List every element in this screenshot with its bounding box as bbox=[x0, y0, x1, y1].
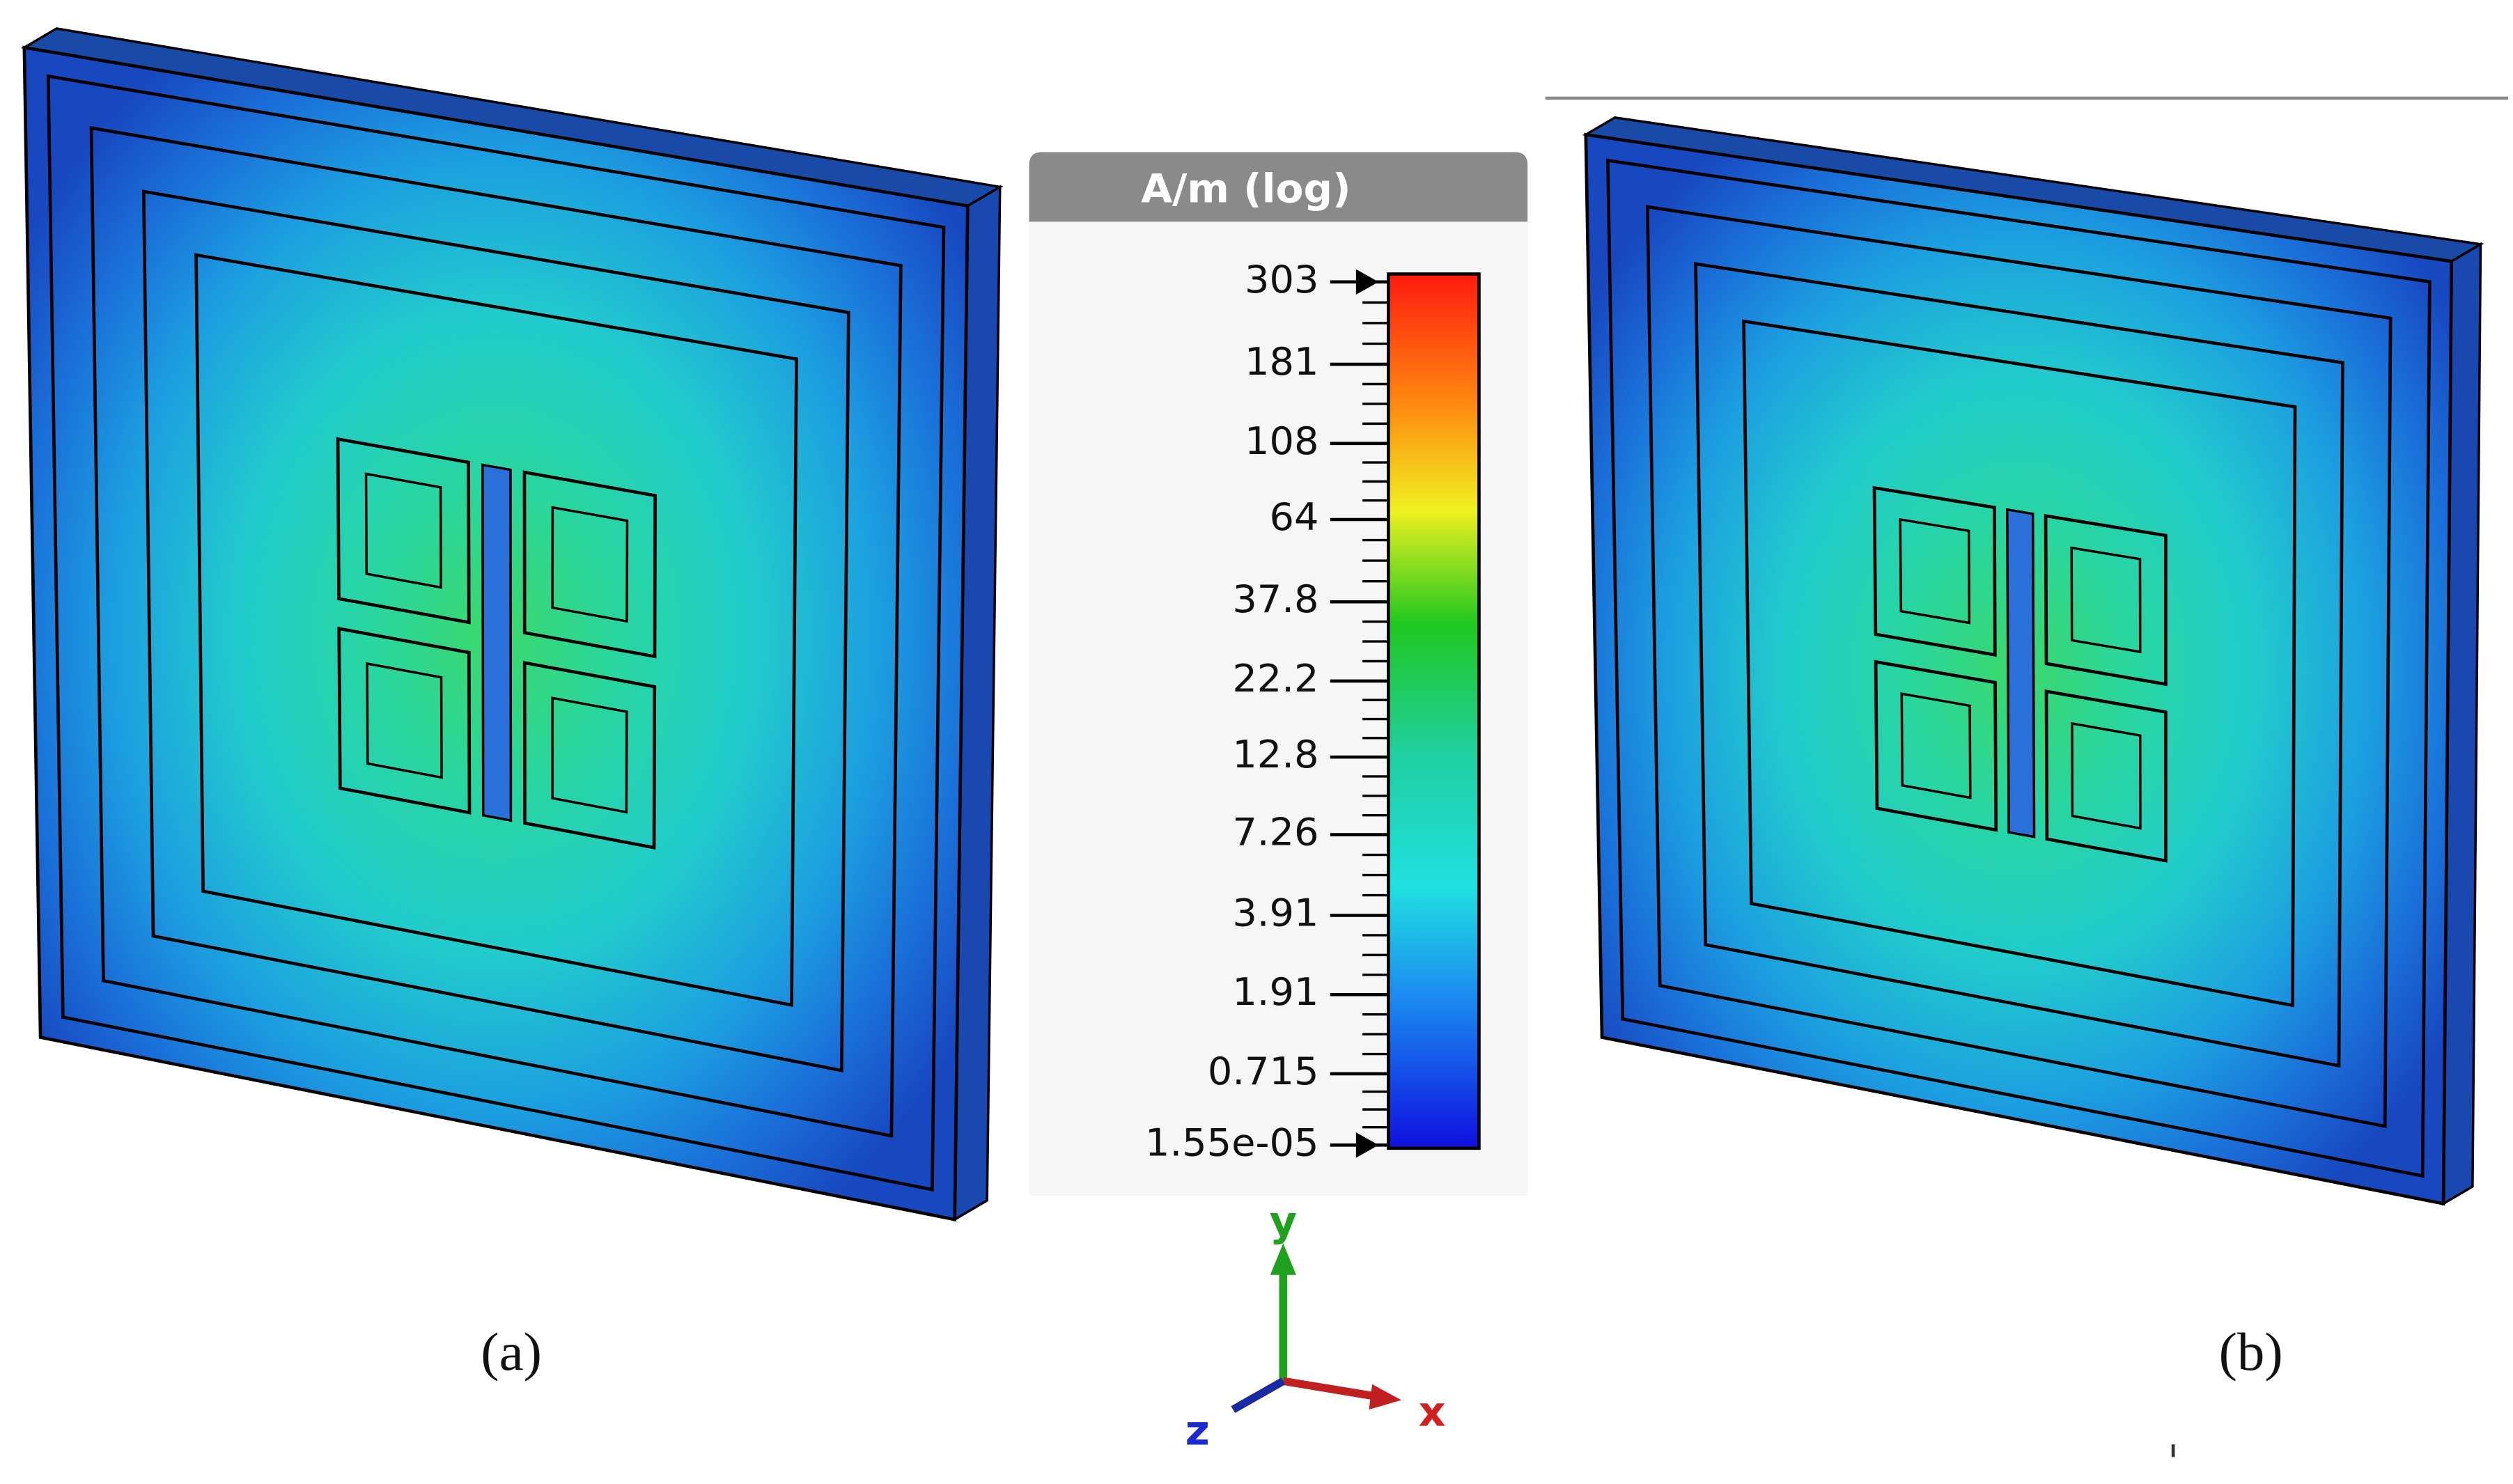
panel-label: (a) bbox=[481, 1322, 542, 1382]
limit-arrow bbox=[1355, 1132, 1379, 1158]
colorbar-title: A/m (log) bbox=[1141, 166, 1351, 212]
resonator bbox=[2044, 514, 2168, 687]
x-axis-arrow bbox=[1282, 1377, 1380, 1401]
resonator-inner bbox=[2071, 721, 2142, 830]
ring bbox=[46, 74, 946, 1192]
resonator bbox=[2044, 689, 2168, 863]
resonator bbox=[522, 661, 657, 850]
colorbar-tick-label: 3.91 bbox=[1232, 891, 1318, 935]
y-axis-label: y bbox=[1270, 1198, 1297, 1246]
resonator-inner bbox=[551, 506, 629, 623]
colorbar-tick-label: 181 bbox=[1245, 341, 1318, 384]
center-strip bbox=[2006, 508, 2036, 838]
colorbar-tick-label: 12.8 bbox=[1232, 733, 1318, 777]
ring bbox=[141, 189, 850, 1072]
resonator-inner bbox=[364, 472, 442, 589]
colorbar-ticks: 303 181 108 64 37.8 22.2 12.8 7.26 3.91 1.91 0.715… bbox=[1145, 258, 1389, 1165]
resonator bbox=[337, 626, 472, 815]
colorbar-tick-label: 64 bbox=[1270, 495, 1319, 539]
ring bbox=[1694, 262, 2344, 1068]
ring bbox=[1606, 158, 2432, 1178]
y-arrow-head bbox=[1270, 1243, 1296, 1275]
resonator bbox=[522, 470, 658, 659]
center-strip bbox=[481, 463, 513, 822]
axes-triad: y x z bbox=[1185, 1198, 1446, 1455]
limit-arrow bbox=[1355, 269, 1379, 295]
colorbar-header bbox=[1029, 152, 1528, 222]
resonator-inner bbox=[1899, 517, 1971, 625]
resonator-inner bbox=[2070, 546, 2142, 654]
resonator-inner bbox=[1900, 692, 1972, 799]
ring bbox=[1645, 205, 2393, 1129]
colorbar-tick-label: 37.8 bbox=[1232, 578, 1318, 622]
colorbar-tick-label: 1.91 bbox=[1232, 971, 1318, 1015]
colorbar-tick-label: 7.26 bbox=[1232, 811, 1318, 854]
x-arrow-head bbox=[1369, 1384, 1401, 1410]
z-axis-label: z bbox=[1185, 1407, 1210, 1455]
colorbar: A/m (log) 303 181 108 64 37.8 22.2 12.8 7.26 3.9… bbox=[1029, 152, 1528, 1196]
colorbar-tick-label: 0.715 bbox=[1208, 1049, 1319, 1093]
panels bbox=[20, 27, 2484, 1222]
resonator-inner bbox=[366, 662, 443, 779]
colorbar-tick-label: 22.2 bbox=[1232, 657, 1318, 701]
resonator-inner bbox=[551, 696, 628, 814]
ring bbox=[89, 126, 903, 1138]
panel-label: (b) bbox=[2219, 1322, 2283, 1382]
colorbar-scale bbox=[1387, 272, 1481, 1150]
colorbar-tick-label: 1.55e-05 bbox=[1145, 1121, 1318, 1165]
z-axis-arrow bbox=[1231, 1377, 1286, 1414]
resonator bbox=[1874, 659, 1998, 832]
ring bbox=[194, 253, 798, 1008]
colorbar-tick-label: 108 bbox=[1245, 419, 1318, 463]
resonator bbox=[336, 437, 471, 625]
resonator bbox=[1872, 485, 1997, 657]
x-axis-label: x bbox=[1419, 1389, 1446, 1436]
colorbar-tick-label: 303 bbox=[1245, 258, 1318, 302]
ring bbox=[1742, 319, 2297, 1008]
